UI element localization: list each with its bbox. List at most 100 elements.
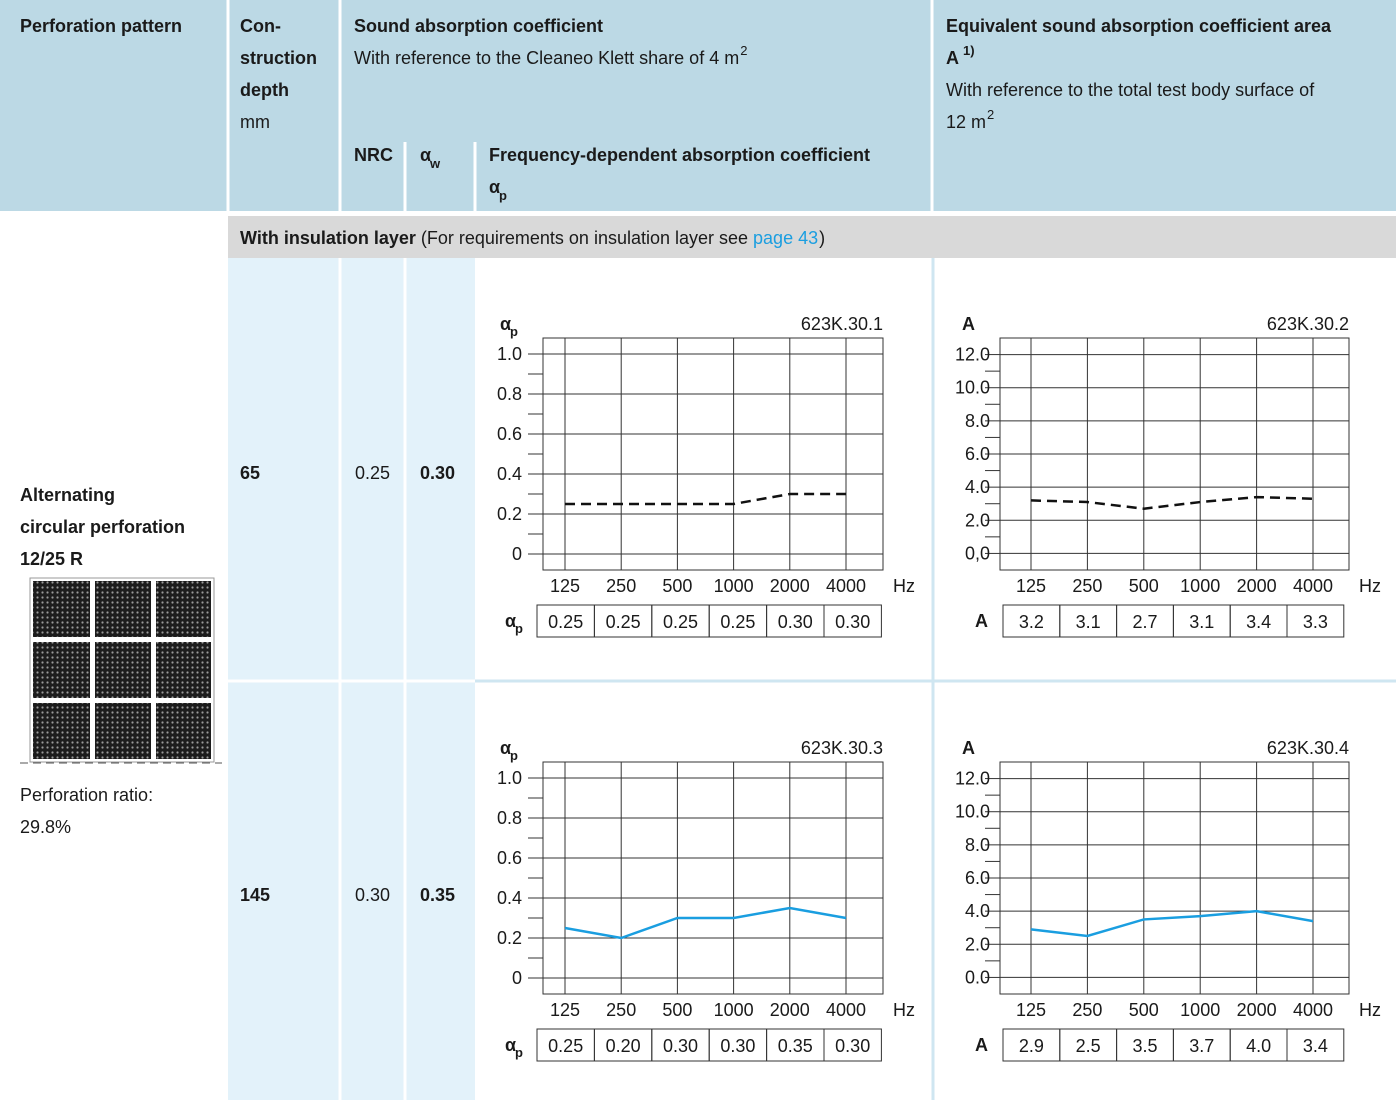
header-alpha-w: α [420,145,431,165]
table-value: 2.9 [1019,1036,1044,1056]
header-depth: struction [240,48,317,68]
section-bold: With insulation layer [240,228,416,248]
chart-code: 623K.30.1 [801,314,883,334]
x-tick-label: 4000 [1293,576,1333,596]
alpha-w: 0.30 [420,463,455,483]
table-value: 3.4 [1303,1036,1328,1056]
table-value: 0.30 [663,1036,698,1056]
x-tick-label: 125 [550,1000,580,1020]
y-axis-label: α [500,314,511,334]
table-value: 0.25 [663,612,698,632]
x-tick-label: 125 [1016,1000,1046,1020]
plot-frame [542,337,884,571]
x-tick-label: 2000 [1237,1000,1277,1020]
section-text: (For requirements on insulation layer se… [421,228,748,248]
x-tick-label: 1000 [1180,576,1220,596]
section-bar [228,216,1396,258]
header-area: Equivalent sound absorption coefficient … [946,16,1332,36]
table-value: 0.30 [835,1036,870,1056]
subscript: p [510,748,518,763]
pattern-ratio: 29.8% [20,817,71,837]
x-tick-label: 500 [1129,1000,1159,1020]
y-tick-label: 4.0 [965,477,990,497]
y-tick-label: 0.8 [497,808,522,828]
x-tick-label: 1000 [714,576,754,596]
superscript: 2 [987,107,994,122]
table-value: 0.30 [778,612,813,632]
x-tick-label: 250 [606,576,636,596]
x-unit: Hz [1359,1000,1381,1020]
table-label: A [975,611,988,631]
header-absorption: Sound absorption coefficient [354,16,603,36]
table-value: 2.5 [1076,1036,1101,1056]
superscript: 2 [740,43,747,58]
x-tick-label: 4000 [1293,1000,1333,1020]
table-value: 4.0 [1246,1036,1271,1056]
depth: 145 [240,885,270,905]
y-tick-label: 6.0 [965,444,990,464]
table-value: 0.30 [720,1036,755,1056]
x-tick-label: 250 [606,1000,636,1020]
table-value: 3.1 [1189,612,1214,632]
y-tick-label: 2.0 [965,934,990,954]
x-tick-label: 250 [1072,1000,1102,1020]
table-value: 3.1 [1076,612,1101,632]
table-label: A [975,1035,988,1055]
x-unit: Hz [893,1000,915,1020]
alpha-w: 0.35 [420,885,455,905]
chart-code: 623K.30.2 [1267,314,1349,334]
table-value: 0.25 [548,1036,583,1056]
x-tick-label: 2000 [770,576,810,596]
y-tick-label: 0 [512,968,522,988]
y-tick-label: 8.0 [965,411,990,431]
y-axis-label: α [500,738,511,758]
y-tick-label: 4.0 [965,901,990,921]
x-tick-label: 2000 [1237,576,1277,596]
pattern-ratio-label: Perforation ratio: [20,785,153,805]
x-tick-label: 125 [550,576,580,596]
table-cell [1286,1028,1345,1062]
y-tick-label: 10.0 [955,802,990,822]
x-tick-label: 4000 [826,576,866,596]
header-nrc: NRC [354,145,393,165]
table-value: 3.2 [1019,612,1044,632]
table-value: 3.5 [1132,1036,1157,1056]
y-tick-label: 2.0 [965,510,990,530]
header-pattern: Perforation pattern [20,16,182,36]
data-line [565,492,846,506]
y-tick-label: 0.2 [497,504,522,524]
chart-code: 623K.30.4 [1267,738,1349,758]
header-area-ref: With reference to the total test body su… [946,80,1315,100]
y-tick-label: 12.0 [955,769,990,789]
table-label: α [505,1035,516,1055]
data-line [1030,495,1314,510]
subscript: p [510,324,518,339]
table-value: 0.25 [606,612,641,632]
table-value: 0.25 [548,612,583,632]
x-tick-label: 4000 [826,1000,866,1020]
table-value: 0.30 [835,612,870,632]
x-tick-label: 1000 [714,1000,754,1020]
header-depth: depth [240,80,289,100]
header-area-ref: 12 m [946,112,986,132]
table-value: 2.7 [1132,612,1157,632]
nrc: 0.30 [355,885,390,905]
header-frequency: Frequency-dependent absorption coefficie… [489,145,870,165]
section-link[interactable]: page 43 [753,228,818,248]
x-tick-label: 500 [662,1000,692,1020]
header-alpha-p: α [489,177,500,197]
data-line [564,906,847,940]
chart-code: 623K.30.3 [801,738,883,758]
nrc: 0.25 [355,463,390,483]
y-tick-label: 0.6 [497,848,522,868]
y-tick-label: 12.0 [955,345,990,365]
y-tick-label: 10.0 [955,378,990,398]
y-axis-label: A [962,738,975,758]
subscript: p [515,621,523,636]
table-cell [823,1028,882,1062]
pattern-name: 12/25 R [20,549,83,569]
x-unit: Hz [1359,576,1381,596]
superscript: 1) [963,43,975,58]
header-band [0,0,1396,211]
table-value: 0.25 [720,612,755,632]
